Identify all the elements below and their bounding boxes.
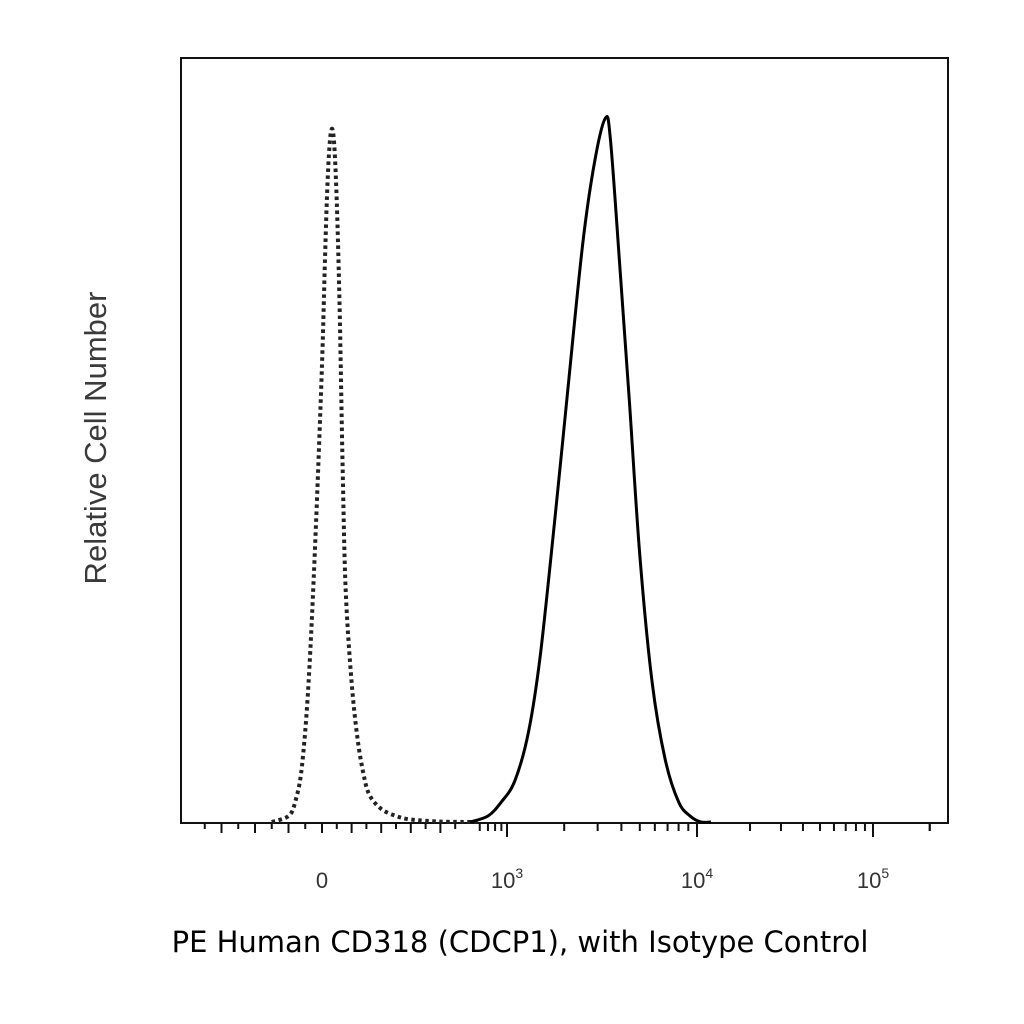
x-tick-label: 103: [491, 865, 523, 893]
x-axis-label: PE Human CD318 (CDCP1), with Isotype Con…: [172, 925, 869, 959]
plot-frame: [180, 57, 949, 824]
isotype-control-curve: [271, 126, 480, 825]
y-axis-label: Relative Cell Number: [78, 292, 113, 585]
cd318-stained-curve: [469, 115, 711, 824]
curves-layer: [271, 115, 711, 825]
x-axis: 0 103 104 105: [203, 823, 931, 893]
x-tick-label: 105: [857, 865, 889, 893]
x-tick-label: 0: [316, 868, 328, 893]
x-tick-label: 104: [681, 865, 713, 893]
